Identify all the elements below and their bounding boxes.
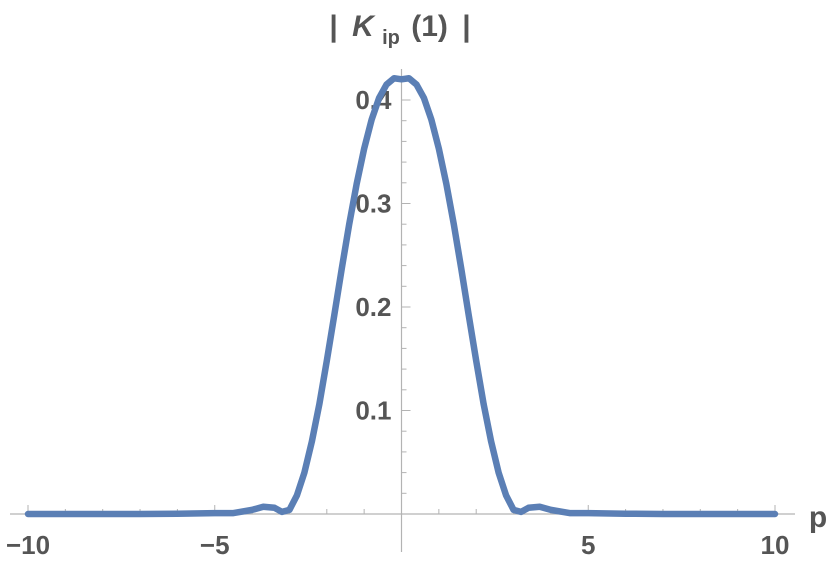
- x-tick-label: −5: [200, 530, 230, 560]
- x-tick-label: −10: [6, 530, 50, 560]
- y-label-argument: (1): [411, 10, 448, 43]
- x-ticks: −10 −5 5 10: [6, 530, 790, 560]
- x-axis-label: p: [809, 501, 827, 534]
- y-tick-label: 0.1: [355, 396, 391, 426]
- y-label-subscript: ip: [382, 27, 400, 49]
- y-tick-label: 0.3: [355, 189, 391, 219]
- y-tick-label: 0.2: [355, 292, 391, 322]
- x-tick-label: 10: [761, 530, 790, 560]
- y-label-open-bar: |: [329, 10, 337, 43]
- series-line: [24, 75, 779, 518]
- y-label-symbol: K: [352, 10, 376, 43]
- x-tick-label: 5: [581, 530, 595, 560]
- y-axis-label: | K ip (1) |: [329, 10, 470, 51]
- y-label-close-bar: |: [462, 10, 470, 43]
- y-ticks: 0.10.20.30.4: [355, 85, 392, 426]
